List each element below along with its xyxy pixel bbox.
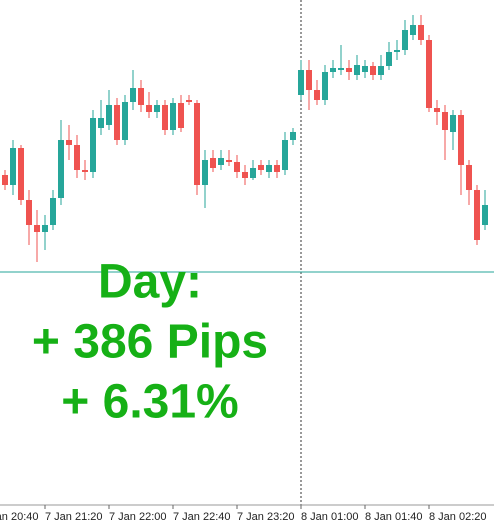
candle-body — [138, 88, 144, 105]
x-tick-label: 8 Jan 01:00 — [301, 511, 359, 523]
candle-body — [210, 158, 216, 168]
candle-body — [402, 30, 408, 50]
candle-body — [410, 25, 416, 35]
candle-body — [42, 225, 48, 232]
candle-body — [338, 68, 344, 70]
candle-body — [194, 103, 200, 185]
candle-body — [450, 115, 456, 132]
x-tick-label: 7 Jan 22:00 — [109, 511, 167, 523]
candle-body — [242, 172, 248, 178]
candle-body — [122, 102, 128, 140]
candle-body — [330, 68, 336, 72]
candle-body — [458, 115, 464, 165]
candle-body — [314, 90, 320, 100]
candle-body — [26, 200, 32, 225]
candle-body — [274, 165, 280, 172]
annotation: + 6.31% — [61, 376, 238, 429]
candle-body — [250, 168, 256, 178]
candles — [0, 15, 494, 273]
x-tick-label: 7 Jan 22:40 — [173, 511, 231, 523]
candle-body — [306, 70, 312, 90]
candle-body — [266, 165, 272, 172]
candle-body — [322, 72, 328, 100]
candle-body — [378, 66, 384, 75]
candle-body — [90, 118, 96, 172]
candle-body — [178, 103, 184, 128]
candle-body — [442, 112, 448, 130]
candle-body — [154, 105, 160, 112]
candle-body — [170, 103, 176, 130]
candle-body — [10, 148, 16, 185]
candle-body — [74, 145, 80, 170]
candle-body — [282, 140, 288, 170]
candle-body — [346, 68, 352, 72]
candle-body — [218, 158, 224, 165]
candle-body — [466, 165, 472, 190]
x-tick-label: 7 Jan 20:40 — [0, 511, 39, 523]
candle-body — [354, 65, 360, 75]
annotation: Day: — [98, 256, 202, 309]
candle-body — [202, 160, 208, 185]
candle-body — [130, 88, 136, 102]
x-labels: 7 Jan 20:40 7 Jan 21:20 7 Jan 22:00 7 Jan 2… — [0, 505, 487, 523]
annotation: + 386 Pips — [32, 316, 268, 369]
candle-body — [34, 225, 40, 232]
candle-body — [226, 160, 232, 162]
x-tick-label: 7 Jan 23:20 — [237, 511, 295, 523]
x-tick-label: 7 Jan 21:20 — [45, 511, 103, 523]
candle-body — [426, 40, 432, 108]
candle-body — [474, 190, 480, 240]
candle-body — [482, 205, 488, 225]
candle-body — [386, 52, 392, 66]
x-tick-label: 8 Jan 02:20 — [429, 511, 487, 523]
candle-body — [394, 50, 400, 52]
x-tick-label: 8 Jan 01:40 — [365, 511, 423, 523]
candle-body — [66, 140, 72, 145]
candle-body — [298, 70, 304, 95]
candle-body — [50, 198, 56, 225]
candle-body — [234, 162, 240, 172]
candle-body — [82, 170, 88, 172]
candle-body — [162, 105, 168, 130]
candle-body — [186, 100, 192, 102]
candle-body — [106, 105, 112, 125]
candle-body — [290, 132, 296, 140]
candle-body — [2, 175, 8, 185]
candle-body — [58, 140, 64, 198]
candle-body — [362, 66, 368, 72]
candle-body — [418, 25, 424, 40]
candle-body — [18, 148, 24, 200]
candle-body — [370, 66, 376, 75]
candle-body — [146, 105, 152, 112]
candle-body — [434, 108, 440, 112]
candle-body — [98, 118, 104, 128]
candle-body — [258, 165, 264, 170]
candle-body — [114, 105, 120, 140]
